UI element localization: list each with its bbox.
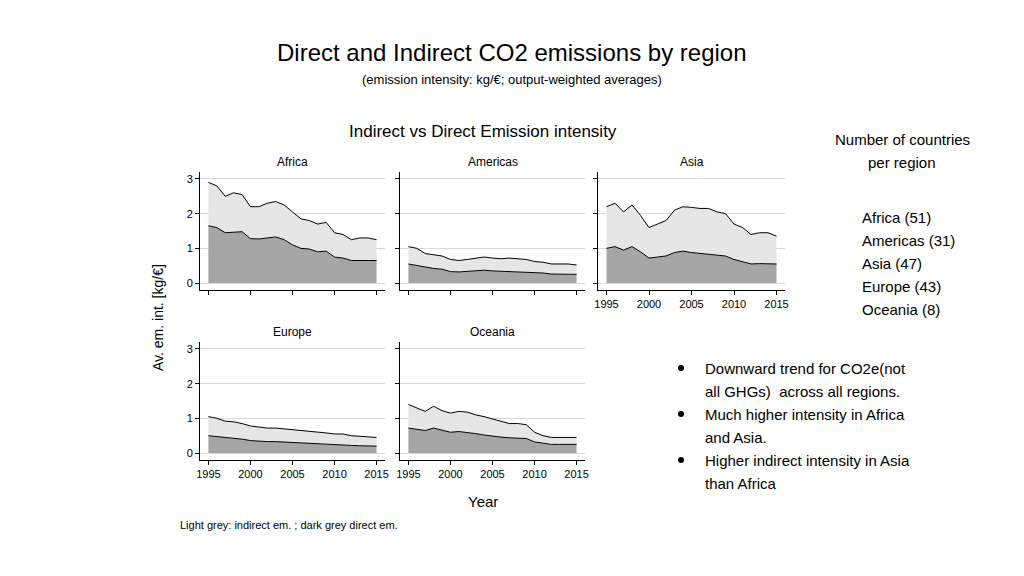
svg-text:Americas (31): Americas (31)	[862, 232, 955, 249]
svg-text:2010: 2010	[722, 298, 746, 310]
svg-text:Asia: Asia	[680, 155, 704, 169]
svg-text:Av. em. int. [kg/€]: Av. em. int. [kg/€]	[150, 264, 166, 371]
svg-text:3: 3	[187, 343, 193, 355]
svg-text:1: 1	[187, 412, 193, 424]
svg-text:(emission intensity: kg/€; out: (emission intensity: kg/€; output-weight…	[362, 72, 662, 87]
svg-text:2015: 2015	[364, 468, 388, 480]
svg-text:Much higher intensity in Afric: Much higher intensity in Africa	[705, 406, 905, 423]
svg-text:1995: 1995	[396, 468, 420, 480]
svg-text:2000: 2000	[438, 468, 462, 480]
svg-text:Africa: Africa	[277, 155, 308, 169]
svg-text:Light grey: indirect em. ; dar: Light grey: indirect em. ; dark grey dir…	[180, 519, 398, 531]
svg-text:2010: 2010	[522, 468, 546, 480]
svg-text:1995: 1995	[196, 468, 220, 480]
svg-text:Asia (47): Asia (47)	[862, 255, 922, 272]
svg-text:2010: 2010	[322, 468, 346, 480]
svg-text:0: 0	[187, 447, 193, 459]
svg-text:per region: per region	[868, 154, 936, 171]
svg-text:2000: 2000	[637, 298, 661, 310]
svg-text:0: 0	[187, 277, 193, 289]
svg-text:1995: 1995	[594, 298, 618, 310]
svg-text:than Africa: than Africa	[705, 475, 777, 492]
svg-text:Indirect vs Direct Emission in: Indirect vs Direct Emission intensity	[349, 122, 617, 141]
svg-text:Higher indirect intensity in A: Higher indirect intensity in Asia	[705, 452, 910, 469]
svg-text:Direct and Indirect CO2 emissi: Direct and Indirect CO2 emissions by reg…	[277, 39, 747, 66]
svg-text:2015: 2015	[764, 298, 788, 310]
svg-text:Downward trend for CO2e(not: Downward trend for CO2e(not	[705, 360, 906, 377]
svg-text:Number of countries: Number of countries	[835, 131, 970, 148]
svg-text:3: 3	[187, 173, 193, 185]
svg-text:2005: 2005	[480, 468, 504, 480]
svg-text:Europe: Europe	[273, 325, 312, 339]
svg-text:1: 1	[187, 242, 193, 254]
svg-text:Africa (51): Africa (51)	[862, 209, 931, 226]
svg-text:2015: 2015	[564, 468, 588, 480]
svg-text:2000: 2000	[238, 468, 262, 480]
svg-text:2: 2	[187, 378, 193, 390]
svg-text:Year: Year	[468, 493, 498, 510]
svg-text:Americas: Americas	[468, 155, 518, 169]
svg-text:all GHGs) across all regions.: all GHGs) across all regions.	[705, 383, 900, 400]
svg-text:Oceania: Oceania	[470, 325, 515, 339]
svg-text:2005: 2005	[679, 298, 703, 310]
svg-text:Europe (43): Europe (43)	[862, 278, 941, 295]
svg-text:2: 2	[187, 208, 193, 220]
svg-text:and Asia.: and Asia.	[705, 429, 767, 446]
svg-text:Oceania (8): Oceania (8)	[862, 301, 940, 318]
svg-text:2005: 2005	[280, 468, 304, 480]
